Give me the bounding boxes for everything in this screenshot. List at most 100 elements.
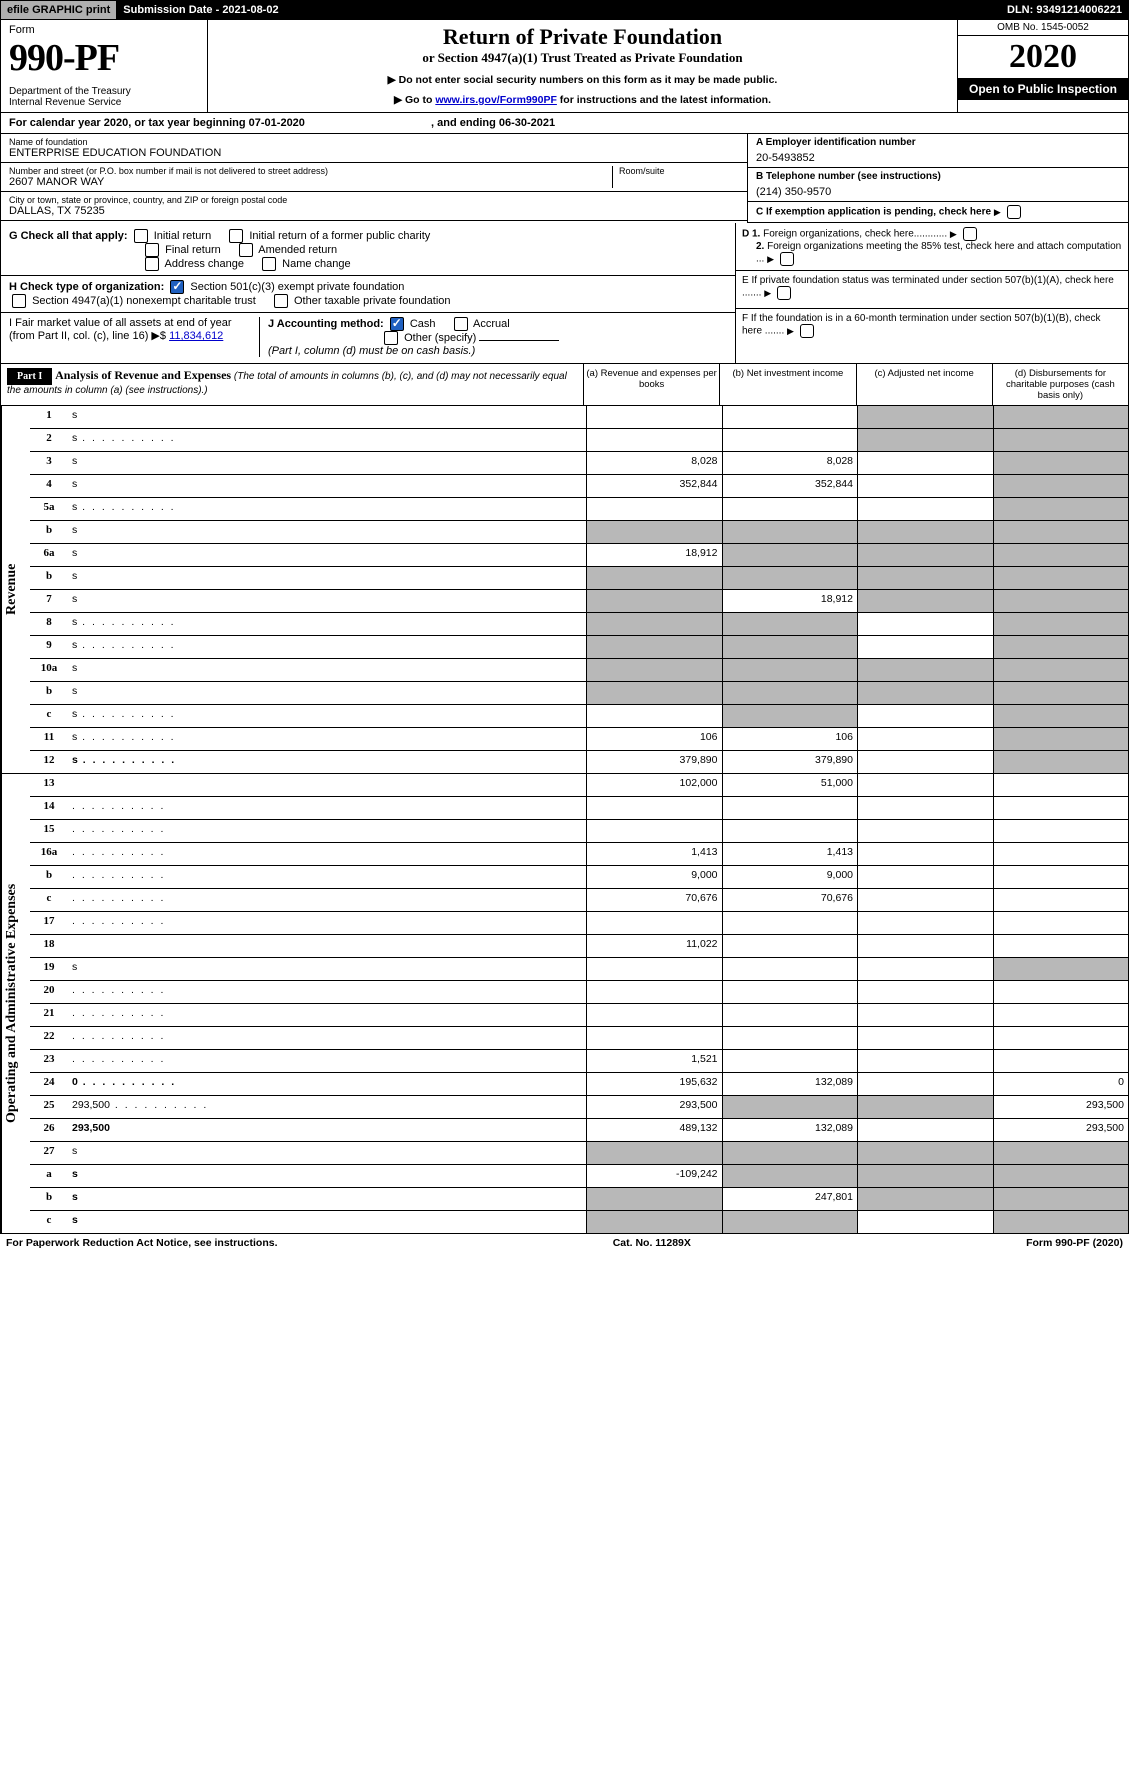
amount-cell-a [586, 981, 722, 1003]
d2-row: 2. Foreign organizations meeting the 85%… [742, 241, 1122, 266]
table-row: 12s379,890379,890 [30, 751, 1128, 773]
amount-cell-b [722, 613, 858, 635]
dln-label: DLN: 93491214006221 [1001, 1, 1128, 19]
table-row: 1s [30, 406, 1128, 429]
g-item-0: Initial return [154, 230, 211, 242]
line-description: 293,500 [68, 1119, 586, 1141]
amount-cell-a [586, 498, 722, 520]
table-row: c70,67670,676 [30, 889, 1128, 912]
amount-cell-a: 8,028 [586, 452, 722, 474]
amount-cell-a [586, 1142, 722, 1164]
d2-cb[interactable] [780, 252, 794, 266]
e-text: E If private foundation status was termi… [742, 275, 1114, 299]
d1-cb[interactable] [963, 227, 977, 241]
amount-cell-d [993, 889, 1129, 911]
line-description: s [68, 498, 586, 520]
line-number: 1 [30, 406, 68, 428]
line-number: 12 [30, 751, 68, 773]
line-description: s [68, 751, 586, 773]
amount-cell-b: 106 [722, 728, 858, 750]
amount-cell-b: 132,089 [722, 1073, 858, 1095]
line-description: s [68, 705, 586, 727]
ein-value: 20-5493852 [756, 148, 1120, 164]
cash-cb[interactable] [390, 317, 404, 331]
expenses-side-label: Operating and Administrative Expenses [1, 774, 30, 1233]
instr2-pre: ▶ Go to [394, 94, 435, 106]
amount-cell-a: -109,242 [586, 1165, 722, 1187]
amount-cell-b [722, 406, 858, 428]
501c3-cb[interactable] [170, 280, 184, 294]
amount-cell-a: 18,912 [586, 544, 722, 566]
table-row: bs [30, 682, 1128, 705]
accrual-cb[interactable] [454, 317, 468, 331]
f-cb[interactable] [800, 324, 814, 338]
table-row: b9,0009,000 [30, 866, 1128, 889]
table-row: 17 [30, 912, 1128, 935]
line-number: c [30, 1211, 68, 1233]
final-return-cb[interactable] [145, 243, 159, 257]
j-label: J Accounting method: [268, 318, 384, 330]
amount-cell-b [722, 935, 858, 957]
line-number: 16a [30, 843, 68, 865]
amount-cell-a [586, 521, 722, 543]
amount-cell-a [586, 1188, 722, 1210]
e-cb[interactable] [777, 286, 791, 300]
amount-cell-d [993, 452, 1129, 474]
amount-cell-c [857, 1050, 993, 1072]
line-number: 19 [30, 958, 68, 980]
4947-cb[interactable] [12, 294, 26, 308]
line-number: 20 [30, 981, 68, 1003]
amount-cell-a: 1,521 [586, 1050, 722, 1072]
col-a-head: (a) Revenue and expenses per books [583, 364, 719, 405]
address-change-cb[interactable] [145, 257, 159, 271]
amount-cell-b [722, 659, 858, 681]
amount-cell-d [993, 728, 1129, 750]
initial-return-cb[interactable] [134, 229, 148, 243]
ij-row: I Fair market value of all assets at end… [1, 312, 735, 357]
footer-right: Form 990-PF (2020) [1026, 1237, 1123, 1249]
line-number: b [30, 866, 68, 888]
col-d-head: (d) Disbursements for charitable purpose… [992, 364, 1128, 405]
address-row: Number and street (or P.O. box number if… [1, 163, 747, 192]
amount-cell-a [586, 1211, 722, 1233]
other-method-cb[interactable] [384, 331, 398, 345]
table-row: 231,521 [30, 1050, 1128, 1073]
c-checkbox[interactable] [1007, 205, 1021, 219]
line-number: 2 [30, 429, 68, 451]
amount-cell-a: 106 [586, 728, 722, 750]
initial-former-cb[interactable] [229, 229, 243, 243]
amount-cell-c [857, 866, 993, 888]
amount-cell-c [857, 682, 993, 704]
addr-label: Number and street (or P.O. box number if… [9, 166, 612, 176]
g-item-2: Final return [165, 244, 221, 256]
submission-date: Submission Date - 2021-08-02 [117, 1, 1001, 19]
line-description: s [68, 636, 586, 658]
line-number: 7 [30, 590, 68, 612]
line-number: 18 [30, 935, 68, 957]
other-taxable-cb[interactable] [274, 294, 288, 308]
ein-label: A Employer identification number [756, 137, 1120, 148]
part1-title: Analysis of Revenue and Expenses [55, 368, 231, 382]
fmv-value[interactable]: 11,834,612 [169, 330, 223, 342]
amount-cell-d [993, 567, 1129, 589]
table-row: 5as [30, 498, 1128, 521]
instr-2: ▶ Go to www.irs.gov/Form990PF for instru… [216, 94, 949, 106]
col-c-head: (c) Adjusted net income [856, 364, 992, 405]
amount-cell-a: 489,132 [586, 1119, 722, 1141]
line-number: 14 [30, 797, 68, 819]
form-title: Return of Private Foundation [216, 24, 949, 50]
cal-pre: For calendar year 2020, or tax year begi… [9, 117, 305, 129]
form-link[interactable]: www.irs.gov/Form990PF [435, 94, 557, 106]
line-number: 22 [30, 1027, 68, 1049]
line-description: s [68, 958, 586, 980]
amended-cb[interactable] [239, 243, 253, 257]
amount-cell-a [586, 1027, 722, 1049]
city-row: City or town, state or province, country… [1, 192, 747, 221]
amount-cell-c [857, 728, 993, 750]
amount-cell-a [586, 429, 722, 451]
top-bar: efile GRAPHIC print Submission Date - 20… [0, 0, 1129, 20]
table-row: 16a1,4131,413 [30, 843, 1128, 866]
amount-cell-d [993, 613, 1129, 635]
amount-cell-a: 1,413 [586, 843, 722, 865]
name-change-cb[interactable] [262, 257, 276, 271]
